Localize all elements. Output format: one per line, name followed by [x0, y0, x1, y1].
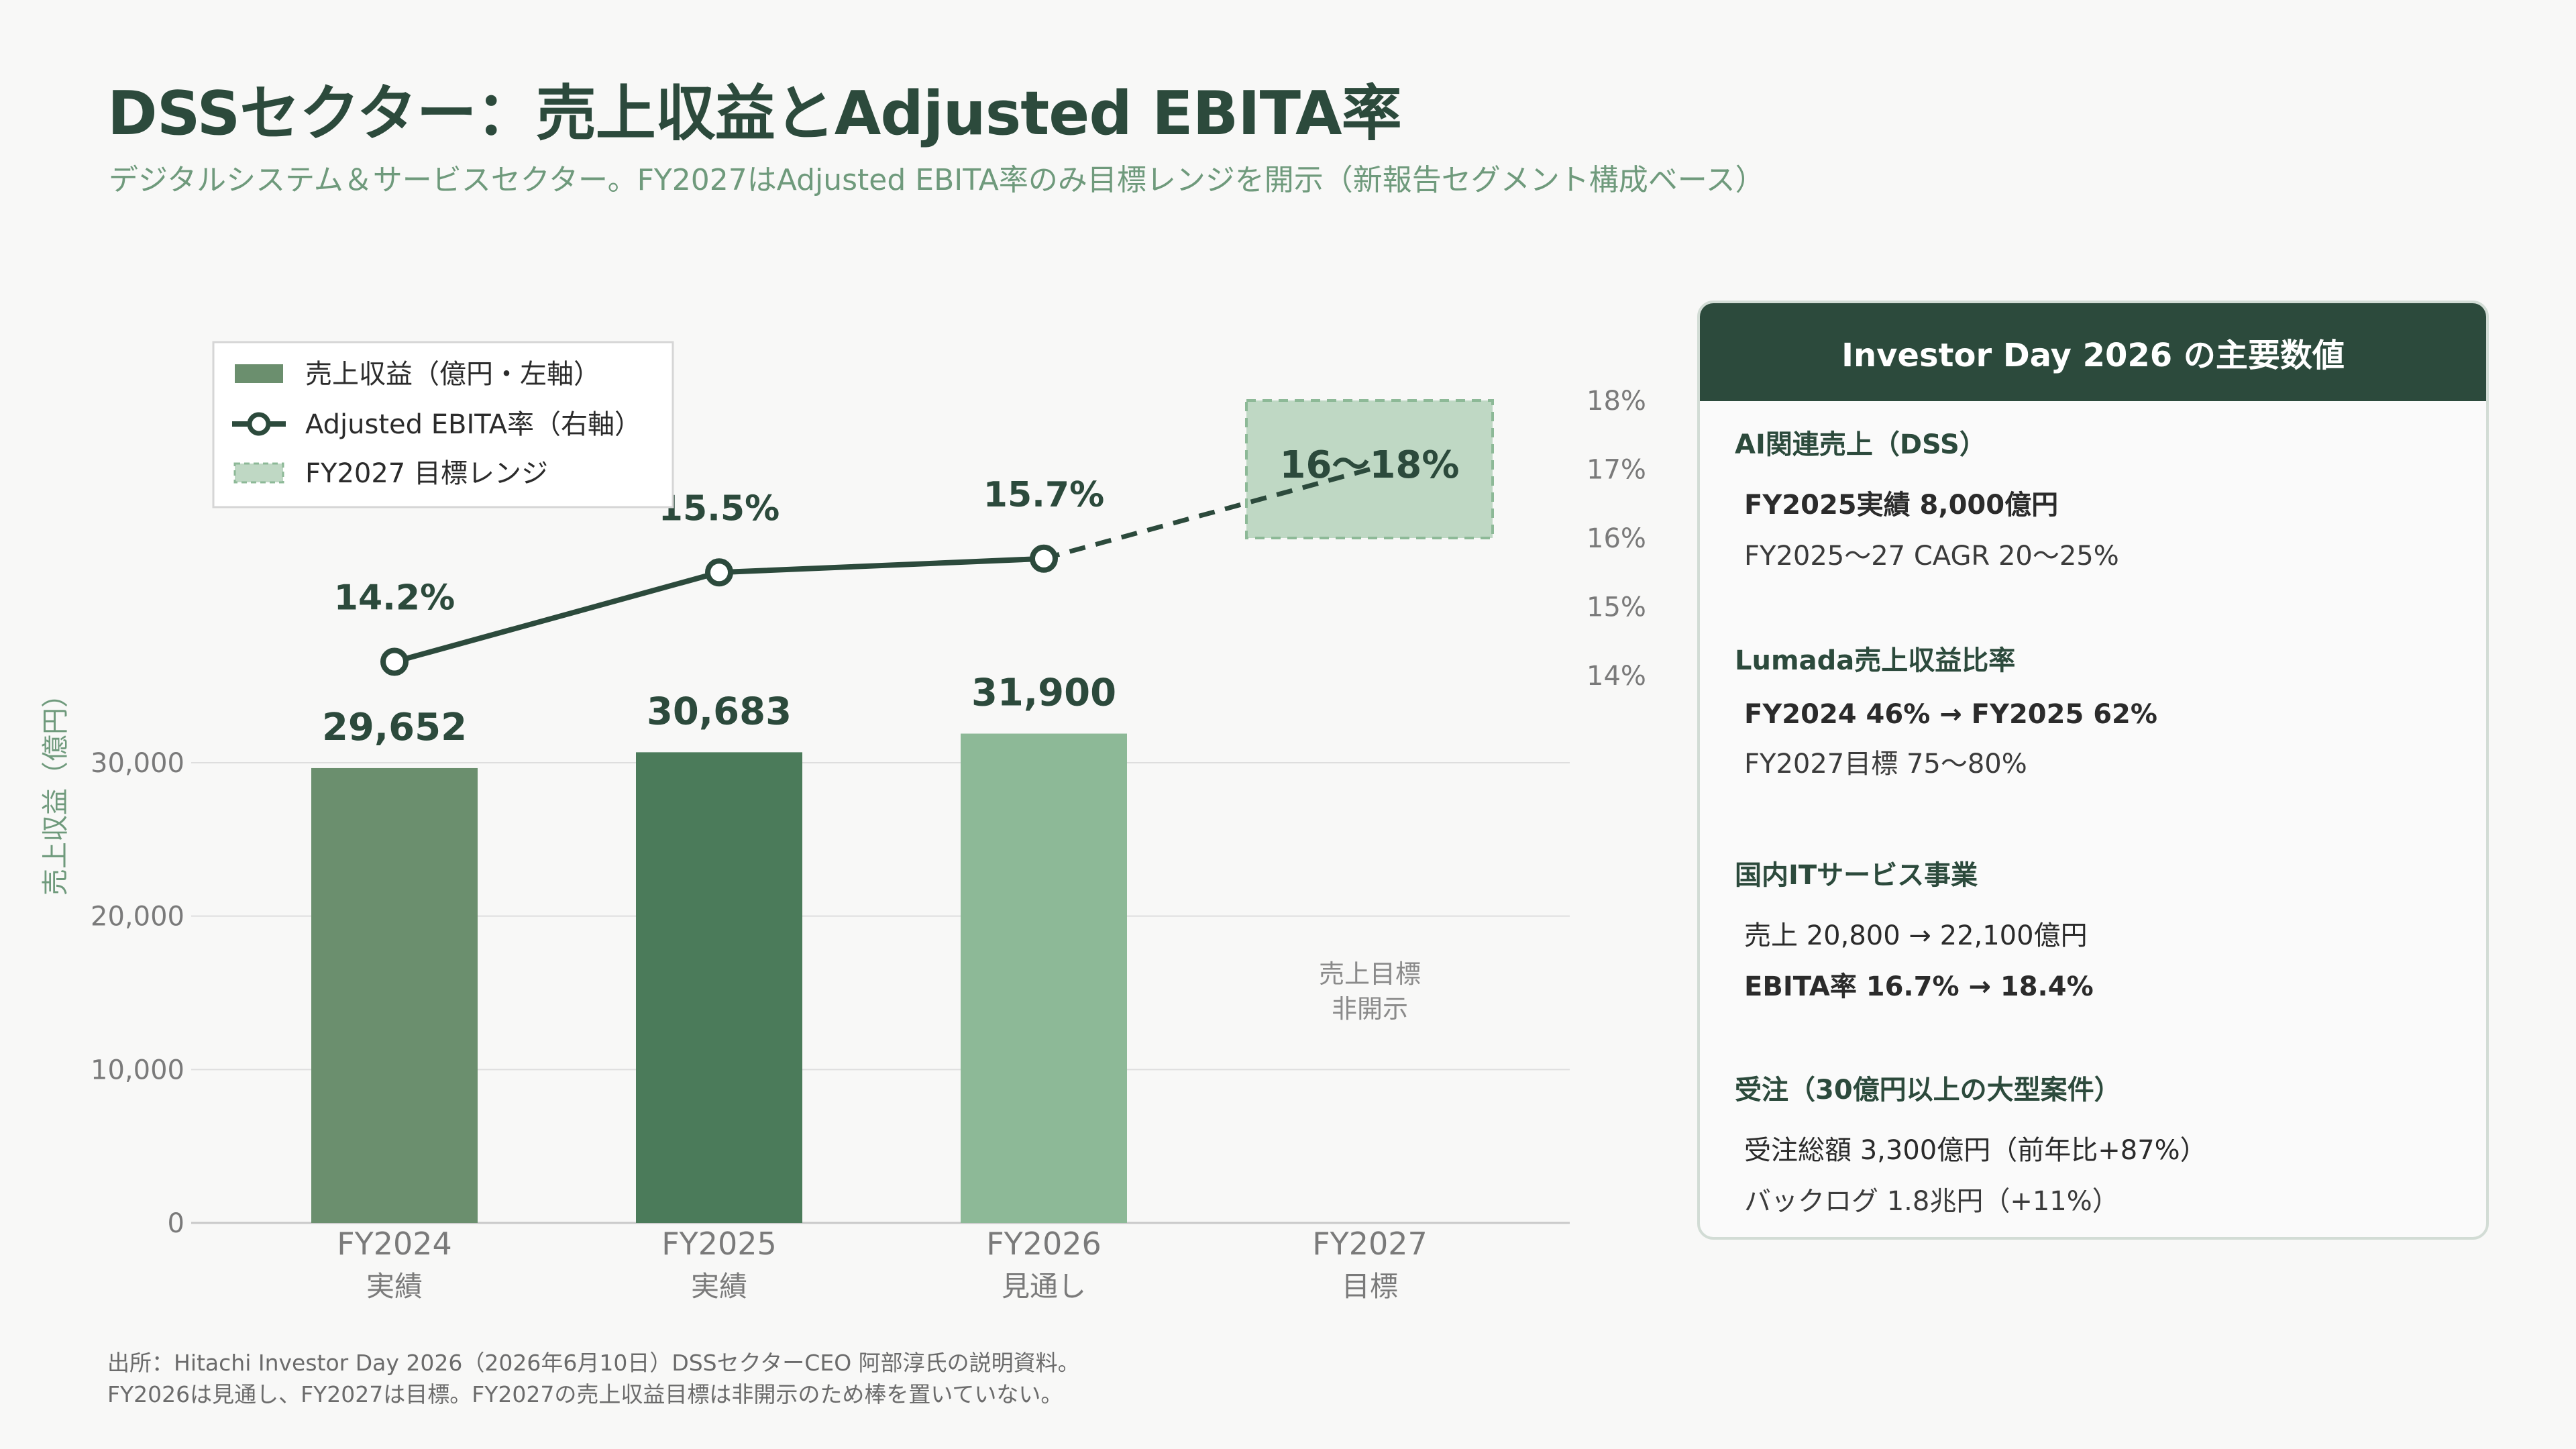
panel-title: Investor Day 2026 の主要数値	[1700, 303, 2486, 401]
section-title: 国内ITサービス事業	[1735, 860, 1978, 891]
section-title: Lumada売上収益比率	[1735, 645, 2016, 676]
section-title: AI関連売上（DSS）	[1735, 429, 1986, 460]
x-tick-label: FY2025	[661, 1226, 777, 1262]
page-title: DSSセクター：売上収益とAdjusted EBITA率	[107, 78, 1402, 149]
legend-label: 売上収益（億円・左軸）	[305, 359, 600, 390]
section-detail: 売上 20,800 → 22,100億円	[1744, 920, 2088, 951]
panel-section-orders: 受注（30億円以上の大型案件） 受注総額 3,300億円（前年比+87%） バッ…	[1735, 1068, 2459, 1218]
x-tick-sublabel: 目標	[1342, 1270, 1398, 1303]
legend-swatch-marker	[247, 412, 271, 436]
y-tick-label-right: 16%	[1587, 523, 1646, 554]
ebita-rate-point	[705, 558, 733, 587]
no-target-note: 非開示	[1332, 994, 1408, 1024]
revenue-bar	[961, 733, 1127, 1223]
revenue-ebita-chart: 0 10,000 20,000 30,000 売上収益（億円） 14% 15% 16% 17% 1…	[40, 341, 1646, 1303]
bar-value-label: 30,683	[647, 690, 792, 733]
x-tick-label: FY2027	[1312, 1226, 1428, 1262]
ebita-rate-label: 15.7%	[983, 475, 1104, 515]
y-tick-label-right: 14%	[1587, 661, 1646, 692]
y-tick-label-left: 30,000	[91, 748, 184, 779]
x-tick-label: FY2026	[986, 1226, 1102, 1262]
legend-label: Adjusted EBITA率（右軸）	[305, 409, 641, 440]
revenue-bar	[636, 752, 802, 1223]
x-tick-sublabel: 実績	[691, 1270, 747, 1303]
ebita-rate-label: 14.2%	[334, 578, 455, 619]
legend-swatch-target	[233, 462, 284, 484]
y-tick-label-left: 20,000	[91, 902, 184, 932]
bar-value-label: 29,652	[322, 706, 467, 749]
ebita-rate-label: 15.5%	[659, 488, 780, 529]
panel-section-domestic-it: 国内ITサービス事業 売上 20,800 → 22,100億円 EBITA率 1…	[1735, 853, 2459, 1004]
no-target-note: 売上目標	[1319, 959, 1421, 989]
chart-legend	[212, 341, 674, 508]
page-subtitle: デジタルシステム＆サービスセクター。FY2027はAdjusted EBITA率…	[109, 163, 1765, 197]
panel-section-ai-revenue: AI関連売上（DSS） FY2025実績 8,000億円 FY2025〜27 C…	[1735, 423, 2459, 573]
section-detail: 受注総額 3,300億円（前年比+87%）	[1744, 1135, 2207, 1166]
section-highlight: FY2024 46% → FY2025 62%	[1744, 699, 2157, 730]
section-title: 受注（30億円以上の大型案件）	[1735, 1075, 2121, 1106]
footnote-line: 出所：Hitachi Investor Day 2026（2026年6月10日）…	[107, 1350, 1080, 1376]
key-figures-panel: Investor Day 2026 の主要数値 AI関連売上（DSS） FY20…	[1697, 301, 2489, 1240]
y-tick-label-right: 17%	[1587, 455, 1646, 486]
section-detail: バックログ 1.8兆円（+11%）	[1744, 1186, 2119, 1217]
legend-label: FY2027 目標レンジ	[305, 458, 548, 489]
section-highlight: EBITA率 16.7% → 18.4%	[1744, 971, 2094, 1002]
footnote-line: FY2026は見通し、FY2027は目標。FY2027の売上収益目標は非開示のた…	[107, 1381, 1063, 1407]
section-detail: FY2025〜27 CAGR 20〜25%	[1744, 541, 2119, 572]
panel-section-lumada: Lumada売上収益比率 FY2024 46% → FY2025 62% FY2…	[1735, 639, 2459, 781]
x-tick-sublabel: 見通し	[1002, 1270, 1086, 1303]
legend-swatch-bar	[235, 364, 283, 383]
section-detail: FY2027目標 75〜80%	[1744, 749, 2027, 780]
y-tick-label-right: 15%	[1587, 592, 1646, 623]
ebita-projection-line	[1043, 467, 1371, 561]
y-tick-label-right: 18%	[1587, 386, 1646, 417]
ebita-rate-point	[1030, 544, 1058, 573]
bar-value-label: 31,900	[971, 672, 1116, 715]
y-tick-label-left: 10,000	[91, 1055, 184, 1085]
x-tick-label: FY2024	[337, 1226, 452, 1262]
y-axis-title-left: 売上収益（億円）	[40, 681, 71, 896]
y-tick-label-left: 0	[168, 1208, 184, 1239]
revenue-bar	[311, 767, 478, 1223]
section-highlight: FY2025実績 8,000億円	[1744, 490, 2059, 521]
ebita-rate-point	[380, 647, 409, 676]
source-footnote: 出所：Hitachi Investor Day 2026（2026年6月10日）…	[107, 1347, 1080, 1410]
target-range-label: 16〜18%	[1280, 443, 1460, 487]
x-tick-sublabel: 実績	[366, 1270, 423, 1303]
